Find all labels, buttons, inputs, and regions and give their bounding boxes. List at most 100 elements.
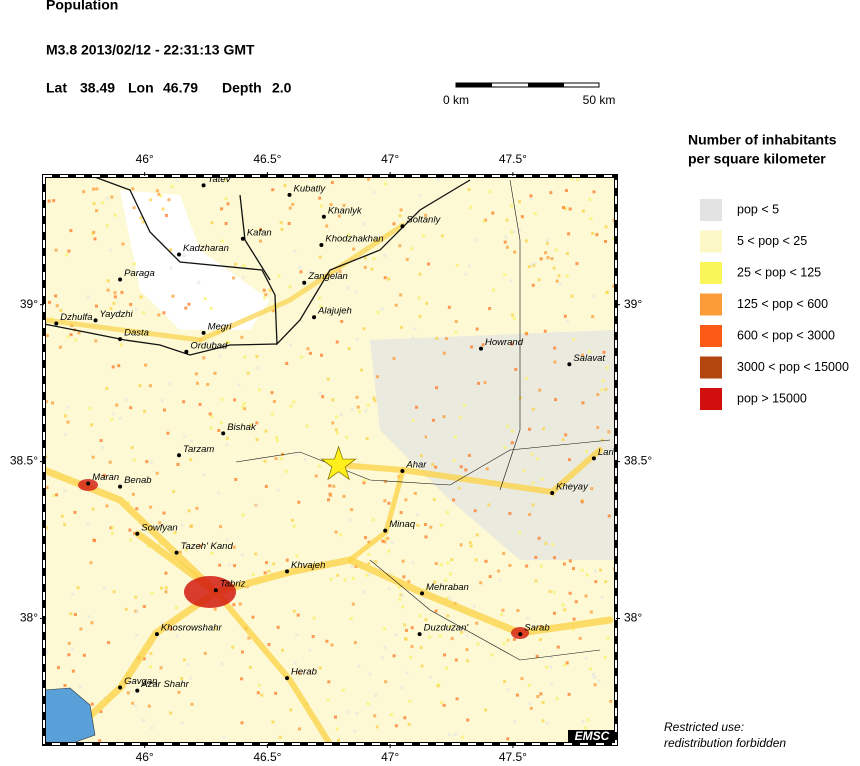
density-cell	[91, 507, 95, 511]
city-label: Kafan	[247, 227, 272, 238]
density-cell	[195, 381, 199, 385]
density-cell	[593, 683, 597, 687]
density-cell	[379, 389, 383, 393]
density-cell	[106, 279, 110, 283]
density-cell	[162, 311, 166, 315]
density-cell	[529, 194, 533, 198]
density-cell	[128, 528, 132, 532]
density-cell	[513, 250, 517, 254]
density-cell	[568, 559, 572, 563]
density-cell	[126, 501, 130, 505]
density-cell	[416, 513, 420, 517]
density-cell	[210, 221, 214, 225]
density-cell	[484, 495, 488, 499]
density-cell	[164, 586, 168, 590]
density-cell	[390, 713, 394, 717]
density-cell	[63, 489, 67, 493]
density-cell	[321, 395, 325, 399]
density-cell	[54, 294, 58, 298]
density-cell	[447, 305, 451, 309]
density-cell	[464, 272, 468, 276]
density-cell	[218, 354, 222, 358]
density-cell	[580, 353, 584, 357]
density-cell	[382, 627, 386, 631]
density-cell	[113, 295, 117, 299]
city-label: Bishak	[227, 422, 257, 433]
density-cell	[340, 319, 344, 323]
density-cell	[67, 653, 71, 657]
density-cell	[113, 291, 117, 295]
density-cell	[612, 284, 616, 288]
density-cell	[505, 218, 509, 222]
density-cell	[198, 544, 202, 548]
density-cell	[326, 698, 330, 702]
density-cell	[387, 501, 391, 505]
density-cell	[63, 683, 67, 687]
density-cell	[314, 474, 318, 478]
density-cell	[249, 423, 253, 427]
density-cell	[159, 666, 163, 670]
density-cell	[448, 596, 452, 600]
density-cell	[601, 379, 605, 383]
density-cell	[219, 421, 223, 425]
density-cell	[350, 408, 354, 412]
density-cell	[124, 398, 128, 402]
density-cell	[326, 377, 330, 381]
density-cell	[341, 688, 345, 692]
density-cell	[67, 249, 71, 253]
density-cell	[356, 405, 360, 409]
density-cell	[247, 636, 251, 640]
density-cell	[563, 608, 567, 612]
density-cell	[131, 492, 135, 496]
density-cell	[242, 402, 246, 406]
density-cell	[443, 653, 447, 657]
density-cell	[251, 573, 255, 577]
density-cell	[351, 602, 355, 606]
density-cell	[372, 257, 376, 261]
density-cell	[383, 182, 387, 186]
event-info: M3.8 2013/02/12 - 22:31:13 GMT	[46, 42, 255, 58]
density-cell	[142, 311, 146, 315]
density-cell	[82, 653, 86, 657]
legend-label: 5 < pop < 25	[737, 234, 807, 248]
density-cell	[175, 179, 179, 183]
density-cell	[561, 205, 565, 209]
density-cell	[94, 339, 98, 343]
city-dot	[54, 321, 59, 326]
density-cell	[325, 639, 329, 643]
attribution-box	[568, 730, 616, 744]
density-cell	[435, 441, 439, 445]
density-cell	[240, 677, 244, 681]
density-cell	[410, 247, 414, 251]
density-cell	[508, 532, 512, 536]
density-cell	[401, 559, 405, 563]
density-cell	[337, 214, 341, 218]
density-cell	[605, 366, 609, 370]
city-label: Ahar	[405, 459, 427, 470]
density-cell	[574, 600, 578, 604]
density-cell	[607, 514, 611, 518]
density-cell	[52, 494, 56, 498]
density-cell	[227, 563, 231, 567]
density-cell	[488, 190, 492, 194]
density-cell	[182, 658, 186, 662]
density-cell	[366, 702, 370, 706]
density-cell	[472, 604, 476, 608]
density-cell	[572, 567, 576, 571]
city-dot	[420, 591, 425, 596]
density-cell	[404, 637, 408, 641]
density-cell	[604, 239, 608, 243]
density-cell	[234, 477, 238, 481]
density-cell	[44, 650, 48, 654]
density-cell	[277, 274, 281, 278]
usage-note: redistribution forbidden	[664, 736, 786, 750]
density-cell	[310, 176, 314, 180]
density-cell	[132, 206, 136, 210]
density-cell	[558, 282, 562, 286]
density-cell	[288, 206, 292, 210]
density-cell	[564, 433, 568, 437]
density-cell	[171, 294, 175, 298]
density-cell	[418, 272, 422, 276]
density-cell	[260, 693, 264, 697]
density-cell	[433, 580, 437, 584]
